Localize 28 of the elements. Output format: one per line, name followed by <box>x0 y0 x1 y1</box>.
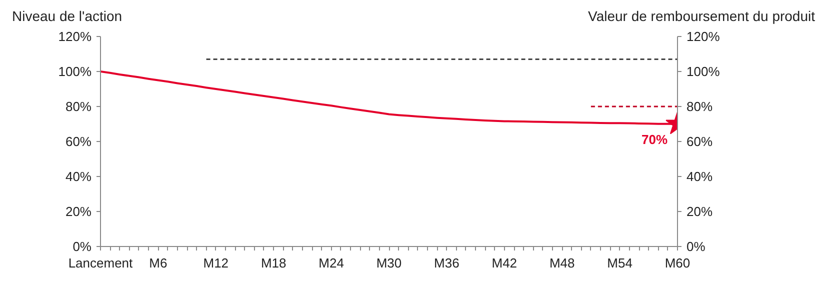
y-tick-label: 20% <box>65 204 92 219</box>
x-tick-label: M54 <box>607 256 632 270</box>
x-tick-label: M42 <box>492 256 518 270</box>
y2-tick-label: 40% <box>686 169 713 184</box>
x-tick-label: M24 <box>318 256 344 270</box>
x-tick-label: M12 <box>203 256 229 270</box>
y2-tick-label: 20% <box>686 204 713 219</box>
y-tick-label: 0% <box>72 239 92 254</box>
x-tick-label: M36 <box>434 256 460 270</box>
x-tick-label: M6 <box>149 256 168 270</box>
y2-tick-label: 0% <box>686 239 706 254</box>
y-tick-label: 60% <box>65 134 92 149</box>
x-tick-label: M60 <box>664 256 690 270</box>
y-tick-label: 100% <box>58 64 92 79</box>
x-tick-label: M48 <box>549 256 575 270</box>
x-tick-label: M18 <box>260 256 286 270</box>
y2-axis-title: Valeur de remboursement du produit <box>588 7 815 26</box>
x-tick-label: M30 <box>376 256 402 270</box>
y2-tick-label: 120% <box>686 29 720 44</box>
data-label: 70% <box>641 132 668 147</box>
y2-tick-label: 80% <box>686 99 713 114</box>
y2-tick-label: 100% <box>686 64 720 79</box>
y-tick-label: 40% <box>65 169 92 184</box>
y-axis-title: Niveau de l'action <box>12 7 122 26</box>
y-tick-label: 120% <box>58 29 92 44</box>
y-tick-label: 80% <box>65 99 92 114</box>
x-tick-label: Lancement <box>68 256 134 270</box>
y2-tick-label: 60% <box>686 134 713 149</box>
